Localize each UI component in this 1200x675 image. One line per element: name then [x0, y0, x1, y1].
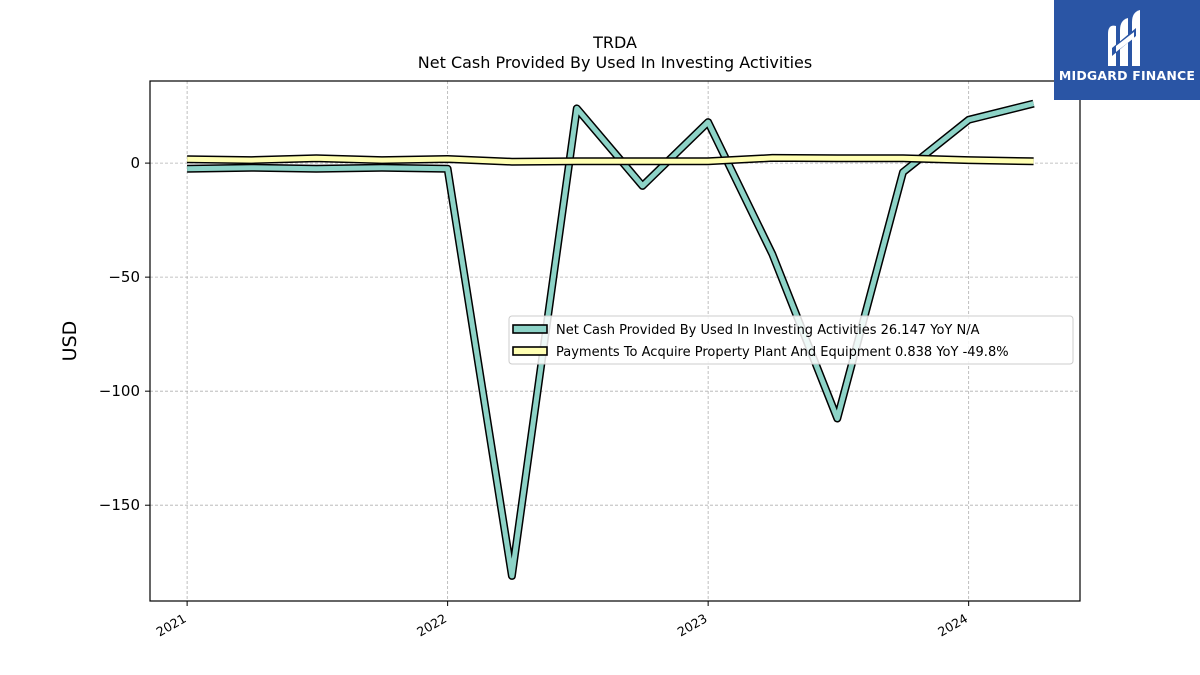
chart-title: TRDA	[592, 33, 637, 52]
y-axis: 0 −50 −100 −150	[99, 154, 150, 514]
midgard-m-logo-icon	[1108, 10, 1140, 66]
plot-frame	[149, 80, 1081, 602]
chart-subtitle: Net Cash Provided By Used In Investing A…	[418, 53, 812, 72]
x-tick-label: 2023	[675, 611, 710, 640]
series-2-line	[187, 153, 1034, 166]
y-axis-label: USD	[59, 321, 81, 362]
x-axis: 2021 2022 2023 2024	[154, 601, 970, 640]
y-tick-label: −150	[99, 496, 140, 514]
x-tick-label: 2024	[935, 611, 970, 640]
legend-entry: Net Cash Provided By Used In Investing A…	[556, 323, 980, 338]
legend-swatch	[512, 324, 548, 334]
series-layer	[187, 99, 1035, 580]
x-tick-label: 2021	[154, 611, 189, 640]
x-tick-label: 2022	[414, 611, 449, 640]
legend-swatch	[512, 346, 548, 356]
y-tick-label: 0	[130, 154, 140, 172]
legend-box	[508, 315, 1074, 365]
series-1-stroke	[187, 101, 1035, 579]
logo-text: MIDGARD FINANCE	[1058, 68, 1196, 83]
y-tick-label: −50	[108, 268, 140, 286]
legend-entry: Payments To Acquire Property Plant And E…	[556, 345, 1009, 360]
legend: Net Cash Provided By Used In Investing A…	[508, 315, 1074, 365]
series-2-stroke	[187, 155, 1034, 165]
series-1-line	[187, 99, 1035, 580]
y-tick-label: −100	[99, 382, 140, 400]
brand-logo: MIDGARD FINANCE	[1054, 0, 1200, 100]
